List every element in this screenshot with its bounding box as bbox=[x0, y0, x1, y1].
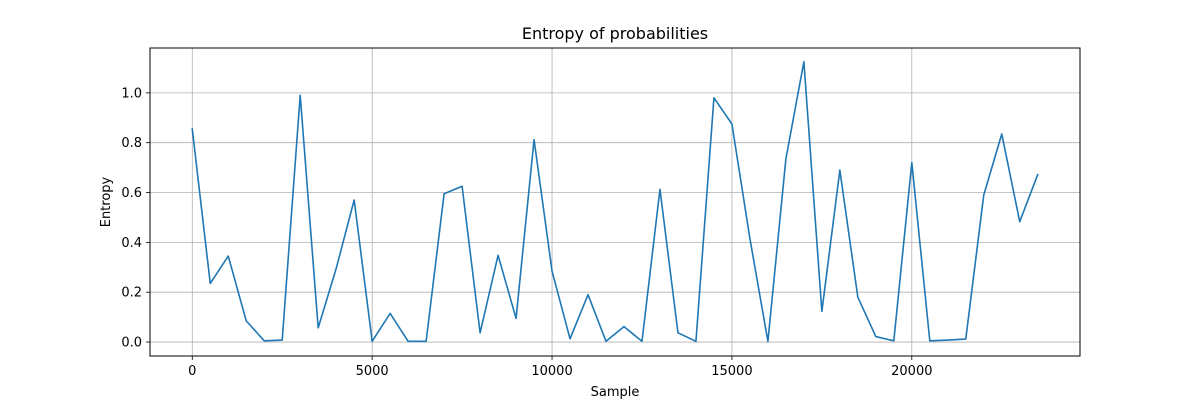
chart-title: Entropy of probabilities bbox=[522, 24, 708, 43]
x-tick-label: 5000 bbox=[356, 364, 389, 379]
y-tick-label: 0.6 bbox=[121, 186, 142, 201]
y-tick-label: 0.0 bbox=[121, 336, 142, 351]
x-tick-label: 0 bbox=[188, 364, 196, 379]
tick-layer: 0 5000 10000 15000 20000 0.0 0.2 0.4 0.6 0.8 1.0 bbox=[121, 86, 932, 379]
y-axis-label: Entropy bbox=[99, 176, 114, 227]
x-tick-label: 15000 bbox=[711, 364, 752, 379]
x-axis-label: Sample bbox=[591, 385, 640, 400]
y-tick-label: 1.0 bbox=[121, 86, 142, 101]
x-tick-label: 10000 bbox=[531, 364, 572, 379]
y-tick-label: 0.2 bbox=[121, 286, 142, 301]
grid-layer bbox=[150, 48, 1080, 356]
y-tick-label: 0.4 bbox=[121, 236, 142, 251]
series-layer bbox=[191, 60, 1039, 343]
plot-frame bbox=[149, 47, 1081, 357]
series-line bbox=[191, 60, 1039, 343]
x-tick-label: 20000 bbox=[891, 364, 932, 379]
y-tick-label: 0.8 bbox=[121, 136, 142, 151]
